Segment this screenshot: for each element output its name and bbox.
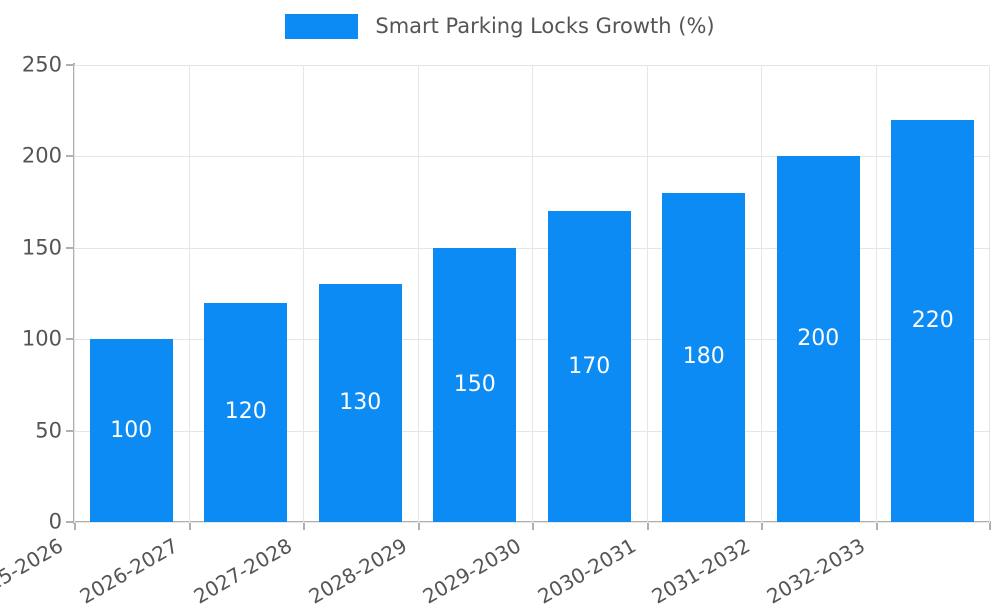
gridline-vertical: [418, 65, 419, 522]
gridline-vertical: [303, 65, 304, 522]
bar[interactable]: 200: [776, 156, 860, 522]
x-axis-tick-mark: [189, 521, 191, 530]
bar[interactable]: 180: [662, 192, 746, 522]
y-axis-tick-mark: [66, 64, 74, 66]
x-axis-tick-mark: [989, 521, 991, 530]
y-axis-tick-mark: [66, 521, 74, 523]
bar[interactable]: 220: [891, 119, 975, 522]
x-axis-tick-mark: [418, 521, 420, 530]
gridline-vertical: [989, 65, 990, 522]
y-axis-tick-mark: [66, 338, 74, 341]
y-axis-tick-label: 250: [21, 52, 62, 77]
gridline-vertical: [532, 65, 533, 522]
gridline-vertical: [189, 65, 190, 522]
bar-value-label: 150: [453, 371, 496, 397]
x-axis-tick-label: 2031-2032: [647, 533, 754, 609]
x-axis-tick-label: 2026-2027: [75, 533, 182, 609]
legend-item-smart-parking-locks-growth[interactable]: Smart Parking Locks Growth (%): [285, 14, 715, 39]
legend-label: Smart Parking Locks Growth (%): [375, 14, 715, 38]
bar-value-label: 220: [911, 307, 954, 333]
gridline-vertical: [647, 65, 648, 522]
bar[interactable]: 170: [547, 211, 631, 522]
bar-value-label: 120: [224, 399, 267, 425]
x-axis-tick-label: 2029-2030: [418, 533, 525, 609]
x-axis-tick-mark: [647, 521, 649, 530]
bar-value-label: 130: [339, 390, 382, 416]
bar-value-label: 170: [568, 353, 611, 379]
x-axis-tick-mark: [74, 521, 76, 530]
y-axis-tick-label: 150: [21, 235, 62, 260]
gridline-vertical: [876, 65, 877, 522]
y-axis-tick-label: 200: [21, 143, 62, 168]
y-axis-tick-mark: [66, 155, 74, 158]
bar-value-label: 180: [682, 344, 725, 370]
bar[interactable]: 100: [89, 339, 173, 522]
x-axis-tick-mark: [303, 521, 305, 530]
x-axis-tick-label: 2030-2031: [533, 533, 640, 609]
legend-color-swatch: [285, 14, 359, 39]
x-axis-tick-mark: [532, 521, 534, 530]
chart-legend: Smart Parking Locks Growth (%): [0, 14, 1000, 39]
gridline-vertical: [74, 65, 75, 522]
y-axis-tick-mark: [66, 246, 74, 249]
gridline-vertical: [761, 65, 762, 522]
bar[interactable]: 120: [204, 302, 288, 522]
bar[interactable]: 130: [318, 284, 402, 522]
gridline-horizontal: [74, 522, 990, 523]
y-axis-tick-mark: [66, 429, 74, 432]
x-axis-tick-mark: [876, 521, 878, 530]
y-axis-tick-label: 100: [21, 326, 62, 351]
bar[interactable]: 150: [433, 247, 517, 522]
bar-value-label: 100: [110, 417, 153, 443]
x-axis-tick-label: 2025-2026: [0, 533, 67, 609]
x-axis-tick-label: 2028-2029: [304, 533, 411, 609]
x-axis-tick-label: 2032-2033: [762, 533, 869, 609]
x-axis-tick-mark: [761, 521, 763, 530]
y-axis-tick-label: 50: [35, 418, 62, 443]
plot-area: 100 120 130 150 170 180 200 220: [74, 65, 990, 523]
y-axis-tick-label: 0: [48, 509, 62, 534]
bar-value-label: 200: [797, 326, 840, 352]
x-axis-tick-label: 2027-2028: [189, 533, 296, 609]
